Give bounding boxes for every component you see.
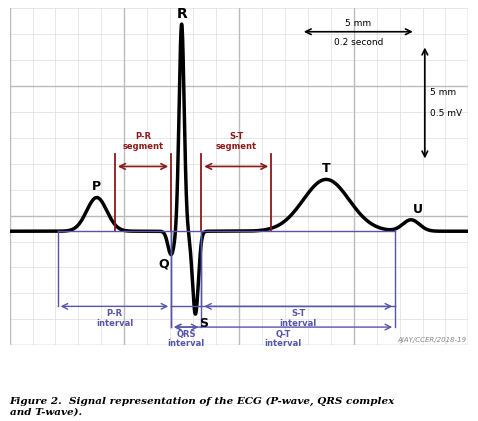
- Text: 0.2 second: 0.2 second: [334, 38, 383, 47]
- Text: S: S: [199, 317, 208, 330]
- Text: P-R
segment: P-R segment: [122, 132, 163, 151]
- Text: S-T
segment: S-T segment: [216, 132, 257, 151]
- Text: 0.5 mV: 0.5 mV: [430, 109, 463, 118]
- Text: 5 mm: 5 mm: [430, 88, 456, 97]
- Text: Q-T
interval: Q-T interval: [264, 330, 302, 348]
- Text: U: U: [413, 203, 424, 216]
- Text: S-T
interval: S-T interval: [280, 309, 317, 328]
- Text: T: T: [322, 162, 330, 175]
- Text: Figure 2.  Signal representation of the ECG (P-wave, QRS complex
and T-wave).: Figure 2. Signal representation of the E…: [10, 397, 395, 417]
- Text: Q: Q: [158, 257, 169, 270]
- Text: P: P: [92, 181, 101, 193]
- Text: R: R: [176, 8, 187, 21]
- Text: AJAY/CCER/2018-19: AJAY/CCER/2018-19: [397, 337, 466, 343]
- Text: P-R
interval: P-R interval: [96, 309, 133, 328]
- Text: QRS
interval: QRS interval: [168, 330, 205, 348]
- Text: 5 mm: 5 mm: [345, 19, 371, 28]
